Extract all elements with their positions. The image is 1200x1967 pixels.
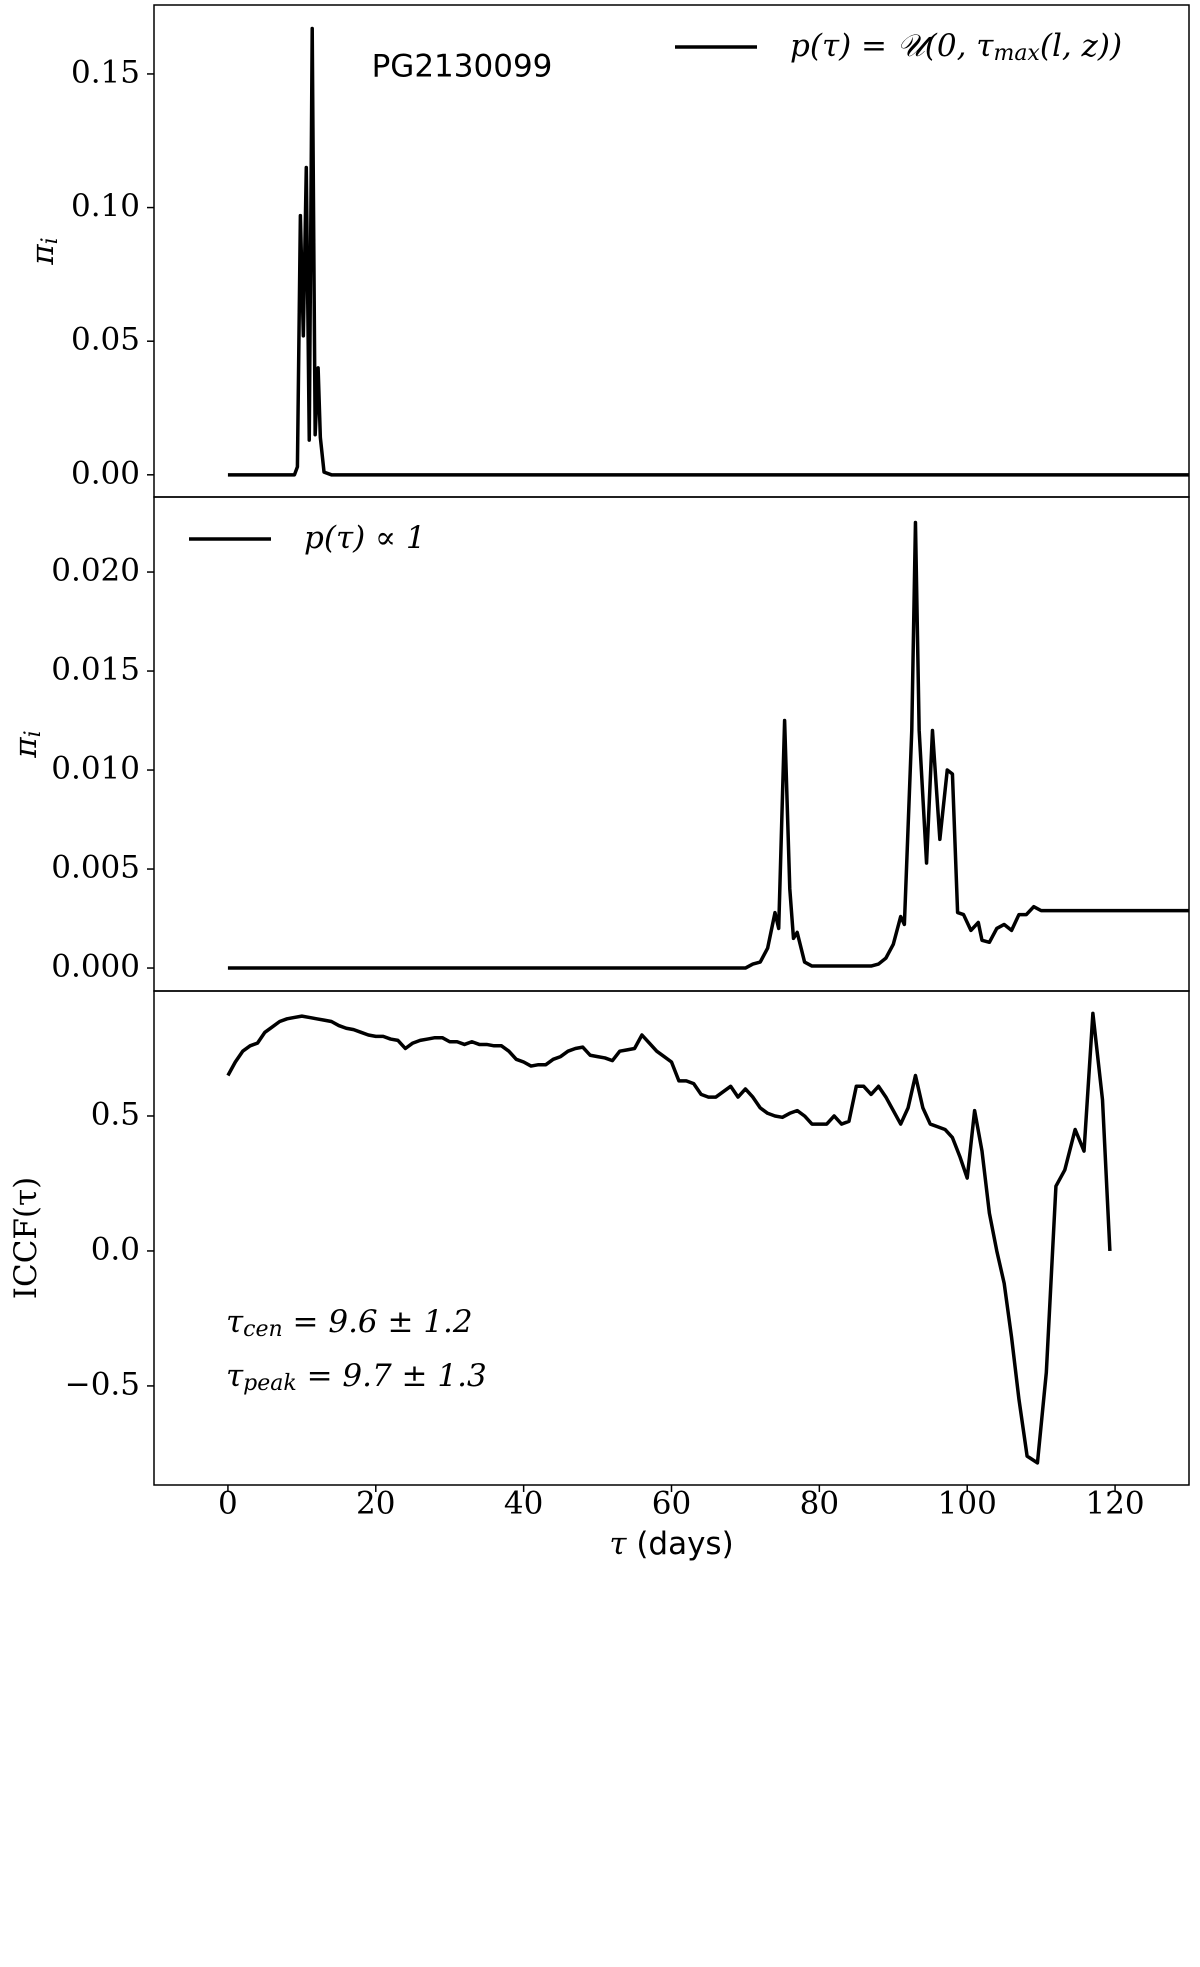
x-tick-label: 60 bbox=[652, 1486, 691, 1522]
y-tick-label: 0.020 bbox=[51, 553, 140, 589]
y-tick-label: −0.5 bbox=[65, 1366, 140, 1402]
text-part: = 9.6 ± 1.2 bbox=[283, 1304, 473, 1340]
legend-label: p(τ) ∝ 1 bbox=[304, 520, 426, 556]
text-part: π bbox=[25, 244, 61, 266]
annotation: τcen = 9.6 ± 1.2 bbox=[226, 1304, 473, 1342]
subscript: max bbox=[993, 41, 1040, 66]
text-part: ICCF(τ) bbox=[8, 1177, 44, 1300]
text-part: τ bbox=[226, 1304, 244, 1340]
y-axis-label: πi bbox=[8, 730, 46, 758]
y-tick-label: 0.15 bbox=[71, 54, 140, 90]
text-part: τ bbox=[226, 1358, 244, 1394]
subscript: i bbox=[21, 730, 46, 737]
x-tick-label: 0 bbox=[218, 1486, 238, 1522]
subscript: peak bbox=[243, 1371, 297, 1396]
x-tick-label: 100 bbox=[938, 1486, 997, 1522]
x-tick-label: 20 bbox=[356, 1486, 395, 1522]
text-part: (l, z)) bbox=[1040, 28, 1122, 64]
text-part: (days) bbox=[626, 1526, 733, 1562]
y-axis-label: πi bbox=[25, 237, 63, 265]
y-axis-label: ICCF(τ) bbox=[8, 1177, 44, 1300]
text-part: p(τ) ∝ 1 bbox=[304, 520, 426, 556]
text-part: τ bbox=[609, 1526, 627, 1562]
x-tick-label: 120 bbox=[1085, 1486, 1144, 1522]
series-line bbox=[227, 26, 1189, 477]
annotation: PG2130099 bbox=[372, 49, 553, 85]
y-tick-label: 0.015 bbox=[51, 652, 140, 688]
text-part: π bbox=[8, 737, 44, 759]
y-tick-label: 0.005 bbox=[51, 850, 140, 886]
y-tick-label: 0.000 bbox=[51, 949, 140, 985]
axes-frame bbox=[153, 496, 1190, 992]
y-tick-label: 0.00 bbox=[71, 455, 140, 491]
series-line bbox=[226, 1011, 1112, 1465]
series-line bbox=[227, 520, 1189, 970]
x-tick-label: 40 bbox=[504, 1486, 543, 1522]
y-tick-label: 0.05 bbox=[71, 322, 140, 358]
text-part: = 9.7 ± 1.3 bbox=[297, 1358, 487, 1394]
subscript: cen bbox=[243, 1317, 283, 1342]
text-part: p(τ) = 𝒰(0, τ bbox=[790, 28, 994, 64]
y-tick-label: 0.5 bbox=[91, 1096, 140, 1132]
x-tick-label: 80 bbox=[800, 1486, 839, 1522]
annotation: τpeak = 9.7 ± 1.3 bbox=[226, 1358, 487, 1396]
x-axis-label: τ (days) bbox=[609, 1526, 733, 1562]
subscript: i bbox=[38, 237, 63, 244]
y-tick-label: 0.010 bbox=[51, 751, 140, 787]
y-tick-label: 0.0 bbox=[91, 1231, 140, 1267]
y-tick-label: 0.10 bbox=[71, 188, 140, 224]
legend-label: p(τ) = 𝒰(0, τmax(l, z)) bbox=[790, 28, 1122, 66]
